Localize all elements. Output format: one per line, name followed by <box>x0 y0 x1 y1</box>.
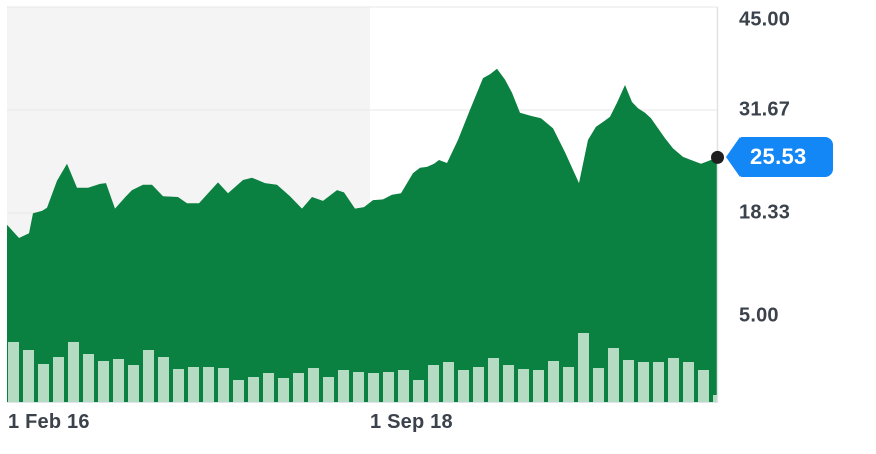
x-axis-tick-sep-18: 1 Sep 18 <box>370 411 453 433</box>
y-axis-tick-18-33: 18.33 <box>739 201 791 224</box>
y-axis-tick-5: 5.00 <box>739 304 779 327</box>
y-axis-tick-31-67: 31.67 <box>739 98 791 121</box>
x-axis-tick-feb-16: 1 Feb 16 <box>8 411 90 433</box>
current-price-badge: 25.53 <box>726 137 833 178</box>
badge-arrow-icon <box>726 137 740 178</box>
current-price-label: 25.53 <box>740 137 833 178</box>
y-axis-tick-45: 45.00 <box>739 8 791 31</box>
